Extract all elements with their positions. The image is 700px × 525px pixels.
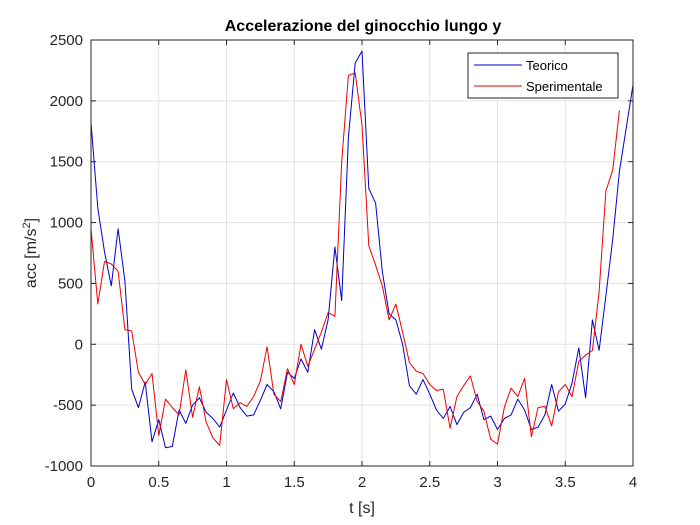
x-tick-label: 0.5	[148, 474, 169, 491]
legend: Teorico Sperimentale	[467, 52, 619, 99]
series-line-sperimentale	[90, 72, 620, 446]
x-axis-title: t [s]	[349, 500, 375, 517]
series-line-teorico	[90, 50, 634, 449]
x-tick-labels: 0 0.5 1 1.5 2 2.5 3 3.5 4	[87, 474, 637, 491]
y-tick-labels: -1000 -500 0 500 1000 1500 2000 2500	[45, 32, 83, 475]
x-tick-label: 3.5	[555, 474, 576, 491]
legend-label-teorico: Teorico	[526, 58, 568, 73]
y-tick-label: 500	[58, 275, 83, 292]
x-tick-label: 1.5	[284, 474, 305, 491]
y-tick-label: 1000	[50, 215, 83, 232]
y-tick-label: -500	[53, 397, 83, 414]
chart-title: Accelerazione del ginocchio lungo y	[225, 18, 502, 35]
x-tick-label: 2	[358, 474, 366, 491]
x-tick-label: 4	[629, 474, 637, 491]
x-tick-label: 1	[222, 474, 230, 491]
ticks	[90, 39, 634, 467]
x-tick-label: 2.5	[419, 474, 440, 491]
y-tick-label: 2500	[50, 32, 83, 49]
legend-box	[467, 52, 619, 99]
x-tick-label: 3	[493, 474, 501, 491]
legend-label-sperimentale: Sperimentale	[526, 79, 603, 94]
plot-lines	[90, 50, 634, 449]
y-tick-label: -1000	[45, 458, 83, 475]
y-axis-title-superscript: 2	[21, 222, 33, 228]
y-tick-label: 2000	[50, 93, 83, 110]
y-tick-label: 1500	[50, 154, 83, 171]
y-axis-title-end: ]	[23, 218, 40, 222]
y-tick-label: 0	[75, 336, 83, 353]
x-tick-label: 0	[87, 474, 95, 491]
y-axis-title: acc [m/s2]	[21, 218, 40, 288]
y-axis-title-base: acc [m/s	[23, 229, 40, 289]
